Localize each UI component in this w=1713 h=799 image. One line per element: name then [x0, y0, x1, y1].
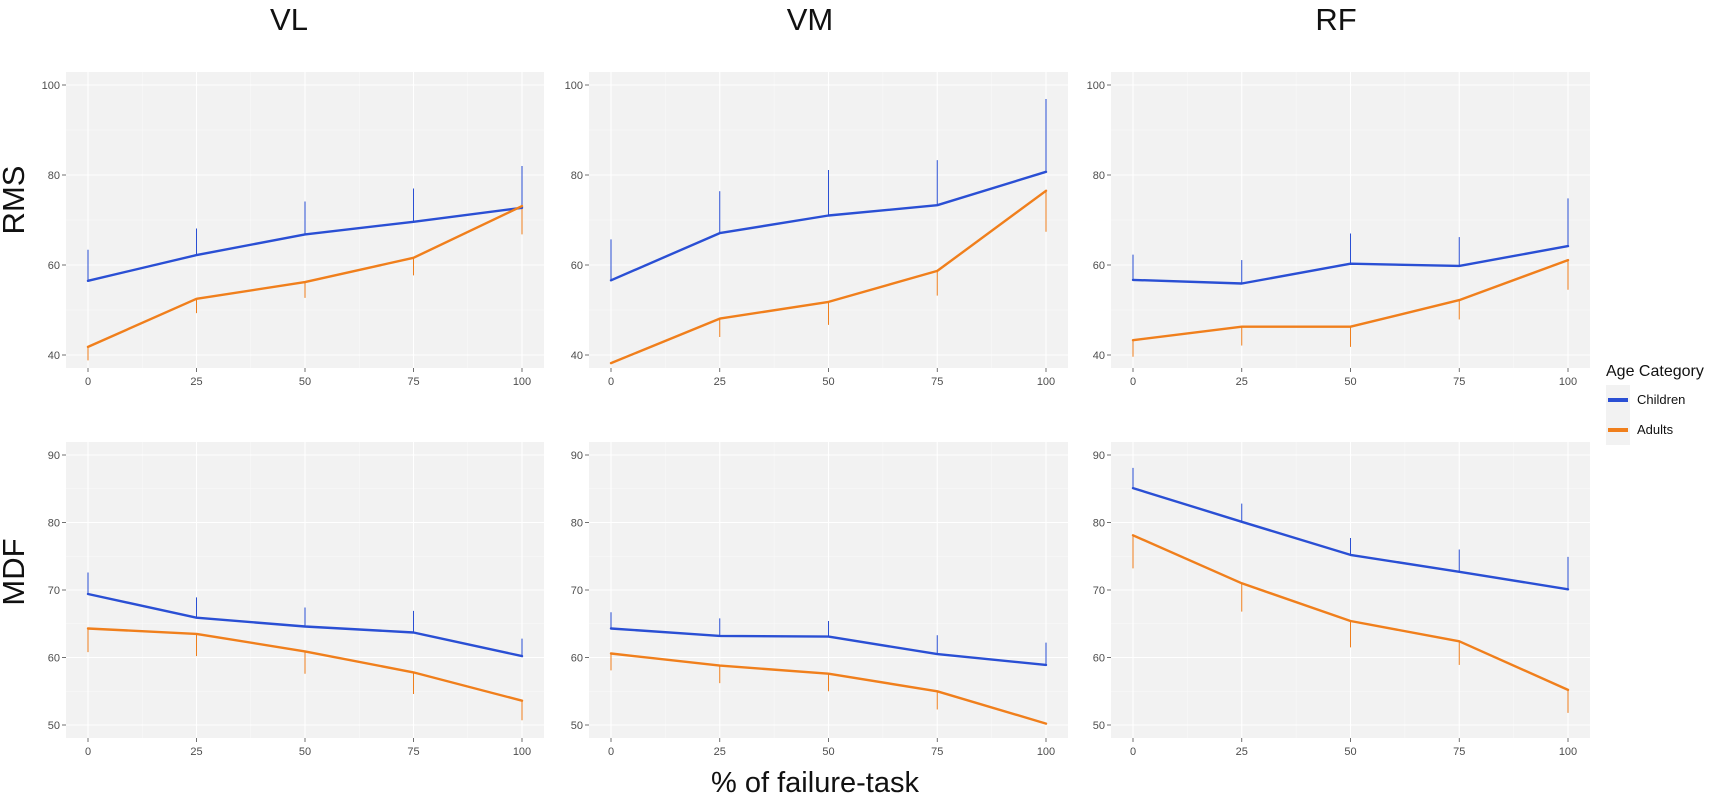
- y-tick-label: 60: [48, 653, 60, 665]
- x-tick-label: 0: [608, 746, 614, 758]
- x-tick-label: 0: [1130, 376, 1136, 388]
- y-tick-label: 80: [48, 170, 60, 182]
- series-line-adults: [609, 189, 1048, 365]
- series-line-adults: [1131, 534, 1570, 692]
- legend: Age Category Children Adults: [1606, 363, 1704, 445]
- panel-vm-mdf: 50 60 70 80 90 0 25 50 75 100: [571, 442, 1068, 758]
- y-tick-label: 100: [1087, 80, 1105, 92]
- y-tick-label: 40: [1093, 350, 1105, 362]
- series-line-children: [86, 206, 524, 282]
- legend-label-children: Children: [1637, 392, 1685, 407]
- x-tick-label: 75: [931, 746, 943, 758]
- series-line-children: [609, 627, 1048, 667]
- y-tick-label: 60: [1093, 260, 1105, 272]
- x-tick-label: 25: [190, 376, 202, 388]
- y-tick-label: 80: [571, 518, 583, 530]
- x-tick-label: 50: [822, 376, 834, 388]
- row-title-mdf: MDF: [0, 538, 31, 605]
- y-tick-label: 80: [1093, 170, 1105, 182]
- x-tick-label: 0: [85, 376, 91, 388]
- panel-vl-rms: 40 60 80 100 0 25 50 75 100: [42, 72, 544, 388]
- x-tick-label: 25: [190, 746, 202, 758]
- y-tick-label: 70: [48, 585, 60, 597]
- x-tick-label: 100: [1037, 746, 1055, 758]
- panel-vm-rms: 40 60 80 100 0 25 50 75 100: [565, 72, 1068, 388]
- y-tick-label: 70: [1093, 585, 1105, 597]
- y-tick-label: 80: [571, 170, 583, 182]
- series-line-children: [1131, 486, 1570, 591]
- x-tick-label: 25: [1236, 746, 1248, 758]
- series-line-adults: [609, 652, 1048, 725]
- x-tick-label: 50: [1344, 746, 1356, 758]
- x-tick-label: 50: [822, 746, 834, 758]
- x-tick-label: 0: [85, 746, 91, 758]
- x-tick-label: 75: [931, 376, 943, 388]
- panel-rf-rms: 40 60 80 100 0 25 50 75 100: [1087, 72, 1590, 388]
- column-title-rf: RF: [1315, 2, 1356, 37]
- y-tick-label: 60: [571, 653, 583, 665]
- y-tick-label: 80: [48, 518, 60, 530]
- column-title-vm: VM: [787, 2, 834, 37]
- x-tick-label: 50: [1344, 376, 1356, 388]
- x-tick-label: 100: [1559, 746, 1577, 758]
- y-tick-label: 60: [571, 260, 583, 272]
- x-tick-label: 50: [299, 376, 311, 388]
- y-tick-label: 80: [1093, 518, 1105, 530]
- x-tick-label: 0: [1130, 746, 1136, 758]
- series-line-children: [609, 170, 1048, 282]
- y-tick-label: 90: [48, 450, 60, 462]
- x-tick-label: 100: [513, 376, 531, 388]
- x-tick-label: 75: [1453, 376, 1465, 388]
- x-tick-label: 25: [1236, 376, 1248, 388]
- y-tick-label: 90: [571, 450, 583, 462]
- x-tick-label: 75: [407, 376, 419, 388]
- panel-rf-mdf: 50 60 70 80 90 0 25 50 75 100: [1093, 442, 1590, 758]
- series-line-adults: [86, 204, 524, 349]
- panel-vl-mdf: 50 60 70 80 90 0 25 50 75 100: [48, 442, 544, 758]
- x-tick-label: 50: [299, 746, 311, 758]
- x-tick-label: 75: [407, 746, 419, 758]
- y-tick-label: 50: [1093, 720, 1105, 732]
- y-tick-label: 100: [42, 80, 60, 92]
- x-tick-label: 25: [714, 376, 726, 388]
- y-tick-label: 40: [571, 350, 583, 362]
- x-tick-label: 100: [1559, 376, 1577, 388]
- column-title-vl: VL: [270, 2, 308, 37]
- y-tick-label: 70: [571, 585, 583, 597]
- y-tick-label: 40: [48, 350, 60, 362]
- x-axis-title: % of failure-task: [711, 767, 919, 799]
- y-tick-label: 90: [1093, 450, 1105, 462]
- series-line-adults: [1131, 258, 1570, 342]
- series-line-adults: [86, 627, 524, 702]
- x-tick-label: 100: [513, 746, 531, 758]
- legend-label-adults: Adults: [1637, 422, 1674, 437]
- y-tick-label: 50: [48, 720, 60, 732]
- x-tick-label: 100: [1037, 376, 1055, 388]
- y-tick-label: 60: [1093, 653, 1105, 665]
- y-tick-label: 60: [48, 260, 60, 272]
- row-title-rms: RMS: [0, 166, 31, 235]
- legend-title: Age Category: [1606, 363, 1704, 380]
- x-tick-label: 75: [1453, 746, 1465, 758]
- series-line-children: [86, 592, 524, 658]
- series-line-children: [1131, 244, 1570, 285]
- x-tick-label: 0: [608, 376, 614, 388]
- x-tick-label: 25: [714, 746, 726, 758]
- y-tick-label: 100: [565, 80, 583, 92]
- y-tick-label: 50: [571, 720, 583, 732]
